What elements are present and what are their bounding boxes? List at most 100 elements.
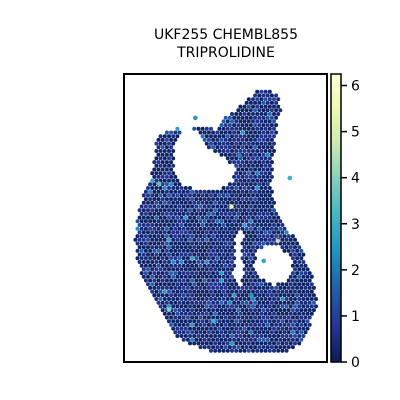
tissue-spot: [244, 241, 249, 246]
tissue-spot: [175, 126, 180, 131]
tissue-spot: [234, 215, 239, 220]
tissue-spot: [225, 134, 230, 139]
tissue-spot: [148, 241, 153, 246]
tissue-spot: [240, 137, 245, 142]
tissue-spot: [162, 134, 167, 139]
tissue-spot: [240, 174, 245, 179]
tissue-spot: [246, 334, 251, 338]
tissue-spot: [177, 308, 182, 313]
tissue-spot: [219, 285, 224, 290]
tissue-spot: [232, 285, 237, 290]
tissue-spot: [230, 237, 234, 242]
tissue-spot: [181, 226, 186, 231]
tissue-spot: [160, 256, 165, 261]
tissue-spot: [265, 315, 270, 320]
tissue-spot: [211, 130, 216, 135]
tissue-spot: [209, 193, 213, 198]
tissue-spot: [217, 282, 222, 287]
tissue-spot: [251, 223, 255, 227]
tissue-spot: [253, 167, 258, 172]
tissue-spot: [248, 145, 253, 150]
tissue-spot: [204, 230, 209, 235]
tissue-spot: [272, 311, 276, 316]
tissue-spot: [305, 289, 310, 294]
tissue-spot: [190, 248, 195, 253]
tissue-spot: [263, 341, 268, 346]
tissue-spot: [267, 297, 272, 301]
tissue-spot: [192, 341, 197, 346]
tissue-spot: [185, 271, 190, 276]
tissue-spot: [263, 104, 268, 109]
tissue-spot: [242, 126, 247, 131]
tissue-spot: [156, 189, 161, 194]
tissue-spot: [173, 248, 178, 253]
tissue-spot: [242, 252, 247, 257]
tissue-spot: [204, 252, 209, 257]
tissue-spot: [230, 126, 234, 131]
tissue-spot: [223, 285, 228, 290]
tissue-spot: [276, 319, 281, 324]
tissue-spot: [156, 226, 161, 231]
tissue-spot: [284, 297, 289, 301]
tissue-spot: [251, 134, 255, 139]
tissue-spot: [219, 337, 224, 342]
tissue-spot: [181, 308, 186, 313]
tissue-spot: [221, 134, 226, 139]
tissue-spot: [190, 300, 195, 305]
tissue-spot: [206, 278, 211, 283]
tissue-spot: [173, 293, 178, 298]
tissue-spot: [221, 200, 226, 205]
tissue-spot: [177, 189, 182, 194]
tissue-spot: [257, 315, 262, 320]
tissue-spot: [169, 130, 174, 135]
tissue-spot: [179, 230, 184, 235]
tissue-spot: [204, 341, 209, 346]
tissue-spot: [238, 208, 243, 213]
tissue-spot: [255, 348, 260, 353]
tissue-spot: [257, 204, 262, 209]
tissue-spot: [160, 248, 165, 253]
tissue-spot: [175, 186, 180, 190]
tissue-spot: [251, 171, 255, 176]
tissue-spot: [179, 215, 184, 220]
tissue-spot: [223, 211, 228, 216]
tissue-spot: [141, 267, 146, 272]
tissue-spot: [150, 260, 155, 264]
tissue-spot: [198, 308, 203, 313]
tissue-spot: [162, 267, 167, 272]
tissue-spot: [232, 322, 237, 327]
tissue-spot: [215, 234, 220, 239]
tissue-spot: [164, 293, 169, 298]
tissue-spot: [167, 237, 171, 242]
tissue-spot: [234, 319, 239, 324]
tissue-spot: [148, 248, 153, 253]
tissue-spot: [284, 341, 289, 346]
tissue-spot: [194, 211, 199, 216]
tissue-spot: [162, 260, 167, 264]
tissue-spot: [265, 337, 270, 342]
tissue-spot: [133, 237, 138, 242]
tissue-spot: [215, 256, 220, 261]
tissue-spot: [219, 345, 224, 350]
tissue-spot: [248, 167, 253, 172]
tissue-spot: [269, 160, 274, 165]
tissue-spot: [297, 326, 302, 331]
tissue-spot: [259, 200, 264, 205]
tissue-spot: [309, 274, 314, 279]
tissue-spot: [267, 348, 272, 353]
tissue-spot: [185, 263, 190, 268]
tissue-spot: [211, 256, 216, 261]
tissue-spot: [269, 300, 274, 305]
tissue-spot: [225, 260, 230, 264]
tissue-spot: [309, 297, 314, 301]
tissue-spot: [286, 278, 291, 283]
tissue-spot: [299, 271, 304, 276]
tissue-spot: [236, 308, 241, 313]
tissue-spot: [257, 345, 262, 350]
tissue-spot: [265, 241, 270, 246]
tissue-spot: [200, 193, 205, 198]
tissue-spot: [177, 197, 182, 202]
tissue-spot: [171, 245, 176, 250]
colorbar-tick-label: 4: [351, 171, 360, 187]
tissue-spot: [213, 297, 218, 301]
